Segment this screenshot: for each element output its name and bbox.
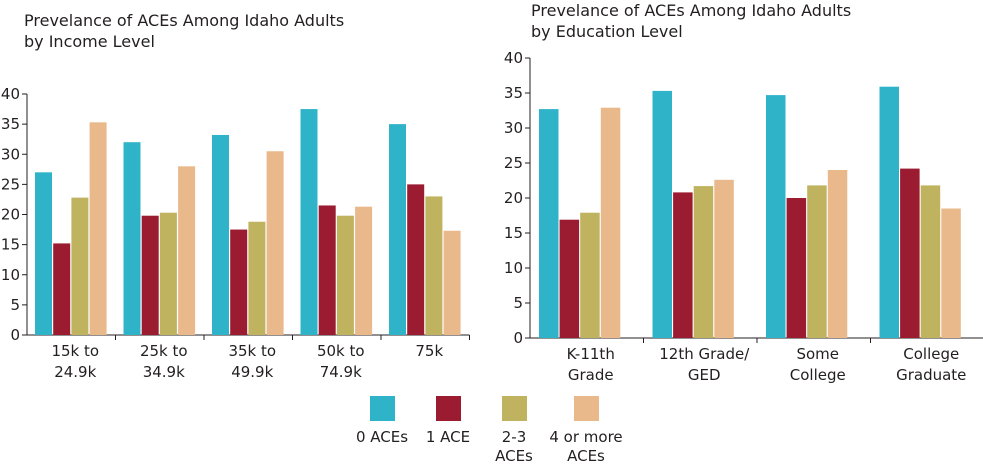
education-x-tick-label-some-college: Some College bbox=[790, 345, 846, 384]
charts-canvas: 0 5 10 15 20 25 30 35 40 15k to 24.9k 25k to 34.9k 35… bbox=[1, 49, 983, 384]
legend-label-1-ace: 1 ACE bbox=[425, 428, 471, 446]
income-bar-35k-to-49-9k-1-ace bbox=[230, 229, 248, 335]
income-bar-35k-to-49-9k-4-or-more-aces bbox=[266, 151, 284, 335]
income-bar-35k-to-49-9k-2-3-aces bbox=[248, 221, 266, 335]
education-bar-12th-grade-ged-1-ace bbox=[673, 192, 693, 338]
education-y-tick-label-20: 20 bbox=[504, 189, 523, 207]
income-y-tick-label-0: 0 bbox=[10, 326, 20, 344]
income-bar-50k-to-74-9k-2-3-aces bbox=[336, 215, 354, 335]
education-bar-some-college-4-or-more-aces bbox=[827, 170, 848, 338]
education-bar-college-graduate-0-aces bbox=[879, 86, 899, 338]
income-bar-25k-to-34-9k-0-aces bbox=[123, 142, 141, 335]
education-x-tick-label-college-graduate: College Graduate bbox=[896, 345, 966, 384]
education-bar-some-college-2-3-aces bbox=[807, 185, 827, 338]
education-bar-12th-grade-ged-4-or-more-aces bbox=[714, 179, 734, 338]
income-x-tick-label-35k-to-49-9k: 35k to 49.9k bbox=[228, 342, 276, 381]
income-y-tick-label-10: 10 bbox=[1, 266, 20, 284]
income-y-tick-label-25: 25 bbox=[1, 175, 20, 193]
education-bar-k-11th-grade-0-aces bbox=[539, 109, 559, 338]
income-y-tick-label-40: 40 bbox=[1, 85, 20, 103]
education-bar-k-11th-grade-2-3-aces bbox=[580, 212, 600, 338]
legend-item-4-or-more-aces: 4 or more ACEs bbox=[541, 396, 631, 466]
legend-swatch-1-ace bbox=[435, 396, 461, 421]
income-chart-title: Prevelance of ACEs Among Idaho Adults by… bbox=[24, 11, 345, 51]
legend-swatch-2-3-aces bbox=[501, 396, 527, 421]
legend-label-4-or-more-aces: 4 or more ACEs bbox=[549, 428, 623, 465]
legend-item-2-3-aces: 2-3 ACEs bbox=[474, 396, 554, 466]
income-bar-50k-to-74-9k-1-ace bbox=[318, 205, 336, 335]
education-bar-college-graduate-4-or-more-aces bbox=[941, 208, 961, 338]
income-x-tick-label-15k-to-24-9k: 15k to 24.9k bbox=[51, 342, 99, 381]
income-bar-50k-to-74-9k-4-or-more-aces bbox=[355, 206, 373, 335]
income-bar-15k-to-24-9k-4-or-more-aces bbox=[89, 122, 107, 335]
education-y-tick-label-10: 10 bbox=[504, 259, 523, 277]
education-y-tick-label-15: 15 bbox=[504, 224, 523, 242]
income-bar-75k-2-3-aces bbox=[425, 196, 443, 335]
income-bar-15k-to-24-9k-1-ace bbox=[53, 243, 71, 335]
education-bar-some-college-0-aces bbox=[766, 95, 786, 338]
income-bar-25k-to-34-9k-2-3-aces bbox=[159, 212, 177, 335]
income-y-tick-label-15: 15 bbox=[1, 236, 20, 254]
income-bar-50k-to-74-9k-0-aces bbox=[300, 109, 318, 335]
income-bar-35k-to-49-9k-0-aces bbox=[212, 134, 229, 335]
income-x-tick-label-25k-to-34-9k: 25k to 34.9k bbox=[140, 342, 188, 381]
education-x-tick-label-12th-grade-ged: 12th Grade/GED bbox=[659, 345, 750, 384]
legend-swatch-4-or-more-aces bbox=[573, 396, 599, 421]
income-y-tick-label-35: 35 bbox=[1, 115, 20, 133]
legend-label-2-3-aces: 2-3 ACEs bbox=[495, 428, 533, 465]
income-bar-25k-to-34-9k-4-or-more-aces bbox=[178, 166, 196, 335]
income-bar-75k-0-aces bbox=[389, 124, 406, 335]
income-x-tick-label-50k-to-74-9k: 50k to 74.9k bbox=[317, 342, 365, 381]
education-bar-some-college-1-ace bbox=[786, 198, 807, 338]
education-y-tick-label-35: 35 bbox=[504, 84, 523, 102]
education-bar-12th-grade-ged-2-3-aces bbox=[693, 186, 714, 338]
legend-label-0-aces: 0 ACEs bbox=[355, 428, 409, 446]
education-y-tick-label-30: 30 bbox=[504, 119, 523, 137]
income-bar-25k-to-34-9k-1-ace bbox=[141, 215, 159, 335]
legend-item-1-ace: 1 ACE bbox=[408, 396, 488, 447]
education-bar-college-graduate-2-3-aces bbox=[920, 185, 941, 338]
legend-swatch-0-aces bbox=[369, 396, 395, 421]
income-y-tick-label-20: 20 bbox=[1, 206, 20, 224]
income-y-tick-label-5: 5 bbox=[10, 296, 20, 314]
education-y-tick-label-40: 40 bbox=[504, 49, 523, 67]
income-y-tick-label-30: 30 bbox=[1, 145, 20, 163]
income-bar-75k-1-ace bbox=[407, 184, 425, 335]
education-bar-k-11th-grade-4-or-more-aces bbox=[600, 107, 621, 338]
education-bar-k-11th-grade-1-ace bbox=[559, 219, 580, 338]
education-chart-title: Prevelance of ACEs Among Idaho Adults by… bbox=[531, 1, 852, 41]
income-bar-15k-to-24-9k-2-3-aces bbox=[71, 197, 89, 335]
legend-item-0-aces: 0 ACEs bbox=[342, 396, 422, 447]
education-y-tick-label-25: 25 bbox=[504, 154, 523, 172]
income-bar-75k-4-or-more-aces bbox=[443, 230, 461, 335]
education-x-tick-label-k-11th-grade: K-11th Grade bbox=[567, 345, 615, 384]
education-y-tick-label-0: 0 bbox=[513, 329, 523, 347]
education-bar-12th-grade-ged-0-aces bbox=[652, 90, 672, 339]
education-bar-college-graduate-1-ace bbox=[900, 168, 920, 338]
income-bar-15k-to-24-9k-0-aces bbox=[35, 172, 52, 335]
legend: 0 ACEs 1 ACE 2-3 ACEs 4 or more ACEs bbox=[0, 396, 983, 472]
education-y-tick-label-5: 5 bbox=[513, 294, 523, 312]
income-x-tick-label-75k: 75k bbox=[415, 342, 443, 360]
